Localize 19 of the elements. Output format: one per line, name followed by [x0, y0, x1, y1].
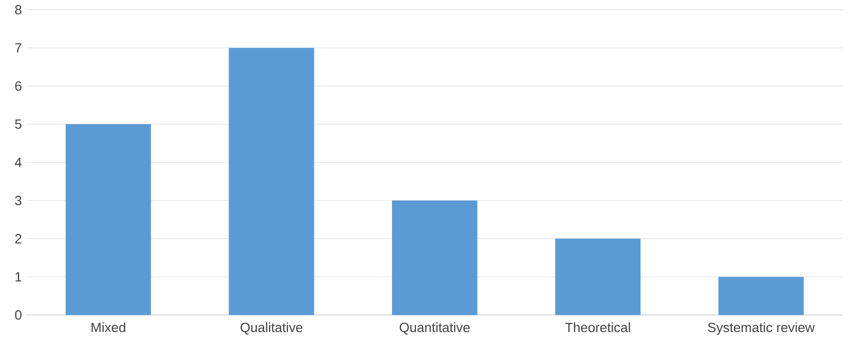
- y-tick-label: 1: [16, 272, 22, 282]
- y-tick-label: 7: [15, 43, 22, 52]
- y-tick-label: 8: [15, 4, 22, 14]
- bar: [228, 48, 314, 315]
- y-tick-label: 6: [15, 81, 22, 91]
- bar: [555, 238, 641, 315]
- x-tick-label: Theoretical: [565, 322, 630, 332]
- x-tick-label: Quantitative: [400, 322, 470, 335]
- y-tick-label: 5: [15, 120, 22, 129]
- y-tick-label: 4: [14, 158, 22, 167]
- x-tick-label: Systematic review: [708, 322, 815, 335]
- x-tick-label: Qualitative: [240, 322, 302, 335]
- y-tick-label: 0: [15, 310, 22, 320]
- bar: [718, 276, 804, 315]
- x-tick-label: Mixed: [92, 322, 126, 332]
- bar: [66, 124, 151, 315]
- bar: [392, 200, 478, 315]
- y-tick-label: 2: [15, 234, 22, 244]
- y-tick-label: 3: [15, 196, 22, 206]
